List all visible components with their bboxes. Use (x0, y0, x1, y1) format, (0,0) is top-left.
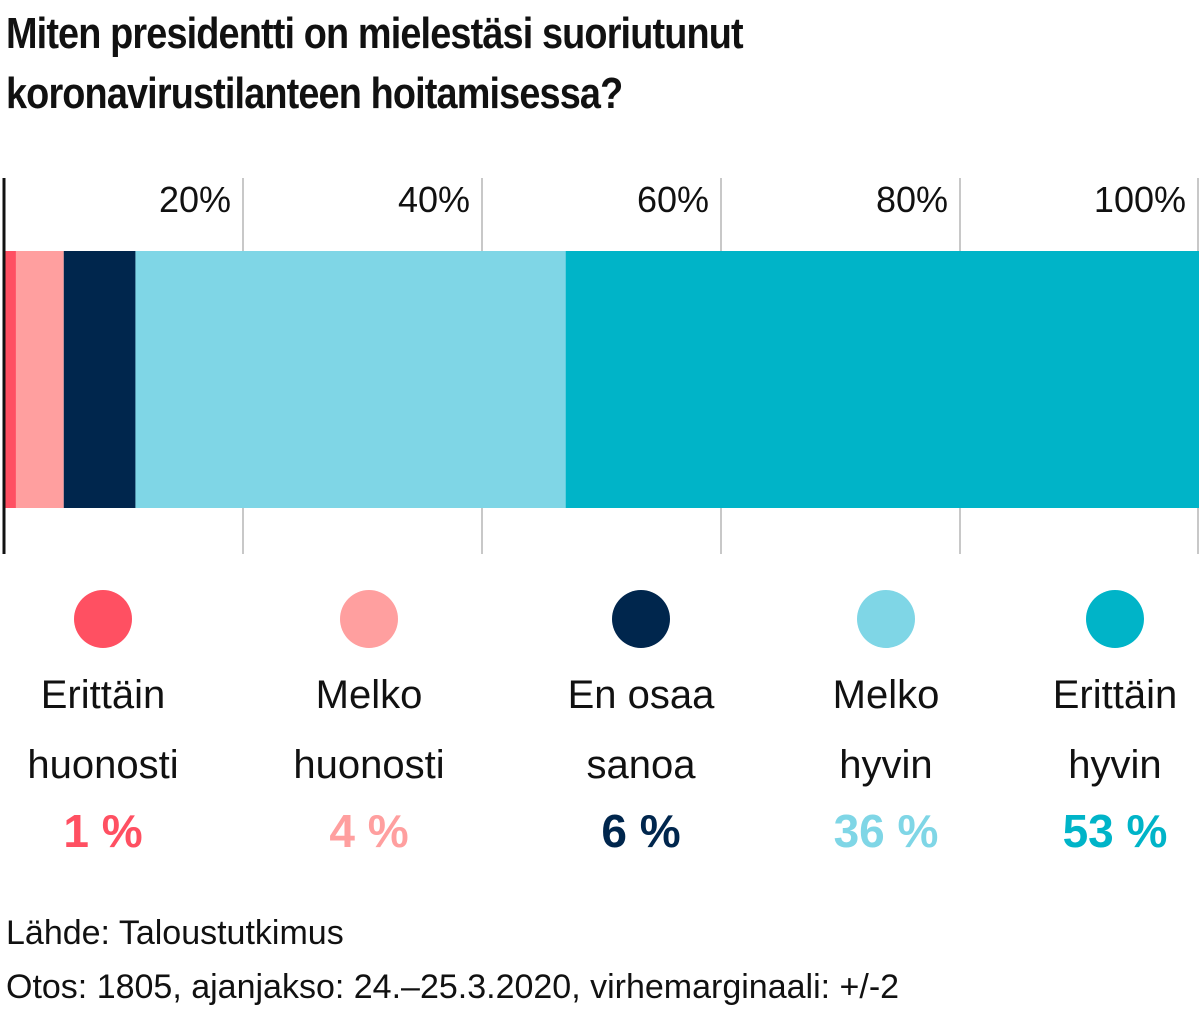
legend-value-3: 36 % (833, 805, 939, 857)
legend-label-2: En osaa sanoa (526, 660, 756, 800)
legend-dot-3 (857, 590, 915, 648)
legend-dot-1 (340, 590, 398, 648)
legend-label-0-line1: Erittäin (40, 673, 166, 717)
sample-note: Otos: 1805, ajanjakso: 24.–25.3.2020, vi… (6, 968, 900, 1006)
source-note: Lähde: Taloustutkimus (6, 914, 344, 952)
bar-segment-2 (63, 251, 136, 508)
x-tick-label-100: 100% (1094, 179, 1186, 220)
legend-label-3-line2: hyvin (839, 743, 933, 787)
legend-value-0: 1 % (63, 805, 143, 857)
legend-dot-4 (1086, 590, 1144, 648)
legend-label-1-line2: huonosti (293, 743, 445, 787)
legend-item-1: Melko huonosti 4 % (254, 588, 484, 862)
legend-value-1: 4 % (329, 805, 409, 857)
legend-label-1: Melko huonosti (254, 660, 484, 800)
x-axis-tick-labels: 20% 40% 60% 80% 100% (159, 179, 1186, 220)
legend-label-4-line2: hyvin (1068, 743, 1162, 787)
legend-dot-0 (74, 590, 132, 648)
legend-item-3: Melko hyvin 36 % (771, 588, 1001, 862)
legend-item-2: En osaa sanoa 6 % (526, 588, 756, 862)
legend-label-0-line2: huonosti (27, 743, 179, 787)
legend-label-2-line2: sanoa (586, 743, 696, 787)
chart-title-line1: Miten presidentti on mielestäsi suoriutu… (6, 9, 744, 58)
legend-label-4: Erittäin hyvin (1000, 660, 1199, 800)
chart-title-line2: koronavirustilanteen hoitamisessa? (6, 69, 623, 118)
legend-label-3: Melko hyvin (771, 660, 1001, 800)
chart-title: Miten presidentti on mielestäsi suoriutu… (6, 4, 1107, 124)
stacked-bar (4, 251, 1199, 508)
legend-label-0: Erittäin huonosti (0, 660, 218, 800)
legend-value-2: 6 % (601, 805, 681, 857)
bar-segment-1 (15, 251, 64, 508)
bar-segment-0 (4, 251, 16, 508)
legend-dot-2 (612, 590, 670, 648)
legend-value-4: 53 % (1062, 805, 1168, 857)
legend-label-4-line1: Erittäin (1052, 673, 1178, 717)
x-tick-label-60: 60% (637, 179, 709, 220)
legend-label-3-line1: Melko (832, 673, 940, 717)
chart-footer: Lähde: Taloustutkimus Otos: 1805, ajanja… (6, 906, 899, 1014)
stacked-bar-chart: 20% 40% 60% 80% 100% (2, 178, 1199, 554)
bar-segment-3 (135, 251, 566, 508)
legend: Erittäin huonosti 1 % Melko huonosti 4 %… (0, 588, 1199, 868)
legend-item-0: Erittäin huonosti 1 % (0, 588, 218, 862)
legend-item-4: Erittäin hyvin 53 % (1000, 588, 1199, 862)
bar-segment-4 (565, 251, 1199, 508)
x-tick-label-80: 80% (876, 179, 948, 220)
legend-label-1-line1: Melko (315, 673, 423, 717)
x-tick-label-40: 40% (398, 179, 470, 220)
x-tick-label-20: 20% (159, 179, 231, 220)
legend-label-2-line1: En osaa (567, 673, 715, 717)
